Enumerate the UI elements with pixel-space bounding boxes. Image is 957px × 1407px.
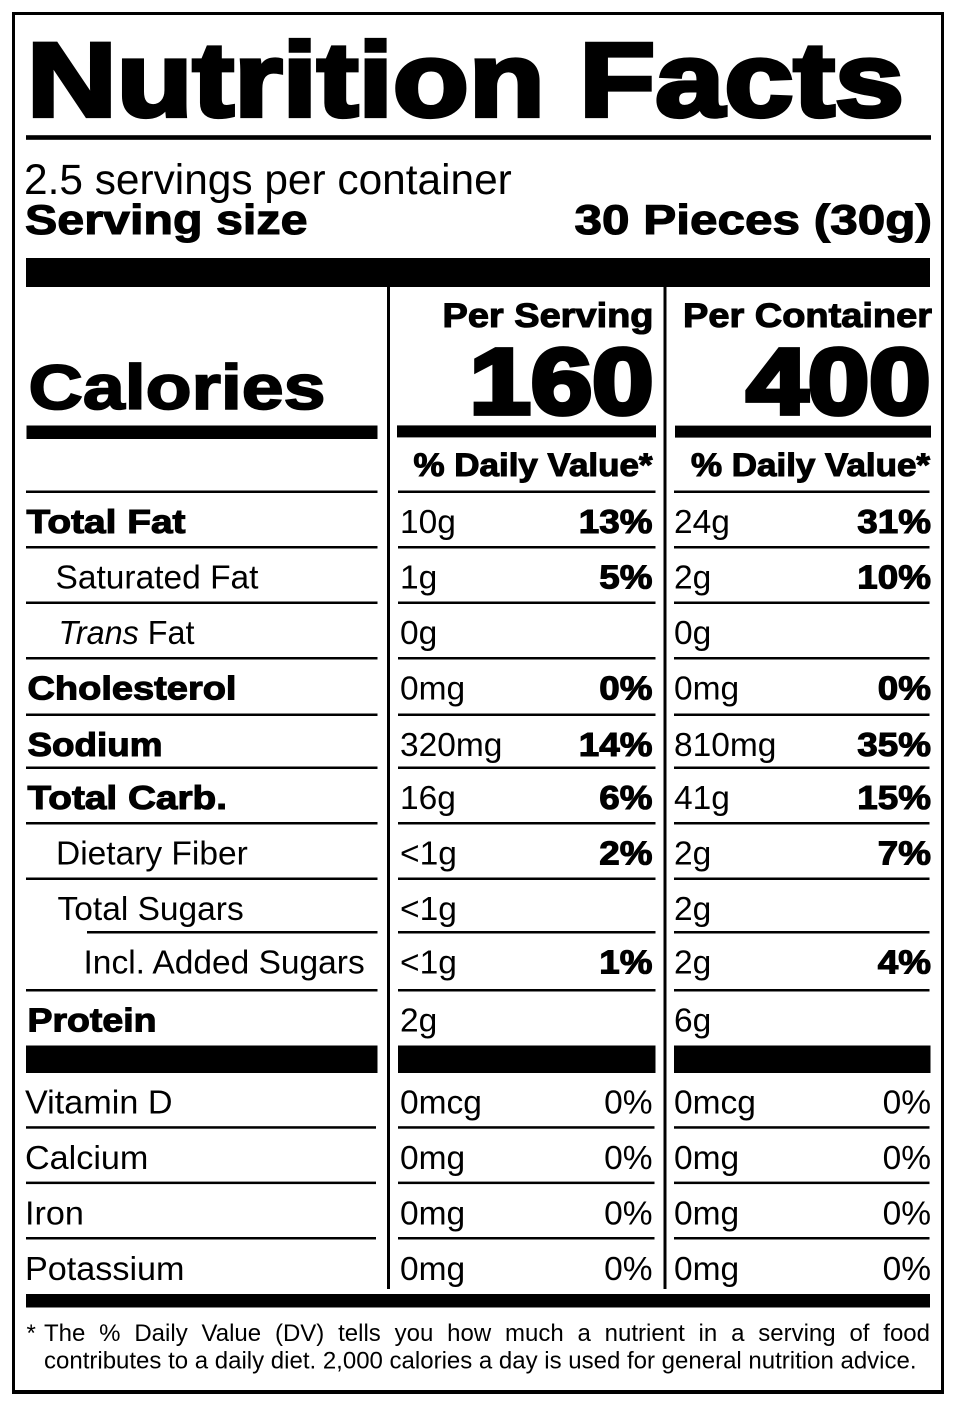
svg-text:<1g: <1g (400, 891, 457, 928)
svg-text:7%: 7% (878, 836, 931, 873)
svg-text:<1g: <1g (400, 945, 457, 982)
svg-text:5%: 5% (599, 560, 652, 597)
svg-text:24g: 24g (674, 504, 730, 541)
svg-text:320mg: 320mg (400, 727, 502, 764)
svg-text:15%: 15% (857, 780, 931, 817)
svg-text:10%: 10% (857, 560, 931, 597)
svg-text:0g: 0g (674, 615, 711, 652)
svg-text:Trans Fat: Trans Fat (59, 615, 196, 652)
svg-text:0%: 0% (604, 1085, 652, 1122)
svg-text:6g: 6g (674, 1003, 711, 1040)
svg-text:0%: 0% (883, 1196, 931, 1233)
svg-text:Incl. Added Sugars: Incl. Added Sugars (84, 945, 365, 982)
svg-text:0%: 0% (604, 1140, 652, 1177)
svg-text:400: 400 (747, 330, 931, 434)
svg-text:0%: 0% (599, 671, 652, 708)
svg-text:2.5 servings per container: 2.5 servings per container (24, 156, 512, 203)
svg-text:4%: 4% (878, 945, 931, 982)
svg-text:2g: 2g (674, 945, 711, 982)
svg-text:0%: 0% (604, 1251, 652, 1288)
svg-text:0%: 0% (883, 1251, 931, 1288)
svg-text:Nutrition Facts: Nutrition Facts (27, 22, 904, 139)
svg-text:13%: 13% (579, 504, 653, 541)
svg-text:41g: 41g (674, 780, 730, 817)
svg-text:6%: 6% (599, 780, 652, 817)
svg-text:0mg: 0mg (674, 1251, 739, 1288)
svg-text:Serving size: Serving size (25, 196, 308, 243)
svg-text:1g: 1g (400, 560, 437, 597)
svg-text:Dietary Fiber: Dietary Fiber (56, 836, 248, 873)
svg-text:10g: 10g (400, 504, 456, 541)
svg-text:0mg: 0mg (400, 1140, 465, 1177)
svg-text:0mg: 0mg (674, 1140, 739, 1177)
svg-text:% Daily Value*: % Daily Value* (691, 447, 931, 483)
svg-text:Vitamin D: Vitamin D (25, 1085, 173, 1122)
svg-text:Per Serving: Per Serving (443, 297, 654, 335)
svg-text:Saturated Fat: Saturated Fat (56, 560, 260, 597)
svg-text:Potassium: Potassium (25, 1251, 185, 1288)
svg-text:0mcg: 0mcg (400, 1085, 482, 1122)
svg-text:Iron: Iron (25, 1196, 84, 1233)
svg-text:2g: 2g (674, 891, 711, 928)
svg-text:810mg: 810mg (674, 727, 776, 764)
svg-text:Per Container: Per Container (683, 297, 932, 335)
svg-text:Calories: Calories (29, 353, 326, 423)
svg-text:31%: 31% (857, 504, 931, 541)
svg-text:Protein: Protein (28, 1003, 157, 1040)
svg-text:Cholesterol: Cholesterol (28, 671, 237, 708)
svg-text:0mg: 0mg (400, 671, 465, 708)
svg-text:0mg: 0mg (674, 671, 739, 708)
svg-text:0%: 0% (883, 1085, 931, 1122)
svg-text:0mg: 0mg (400, 1251, 465, 1288)
svg-text:<1g: <1g (400, 836, 457, 873)
svg-text:14%: 14% (579, 727, 653, 764)
svg-text:Sodium: Sodium (28, 727, 163, 764)
svg-text:16g: 16g (400, 780, 456, 817)
svg-text:35%: 35% (857, 727, 931, 764)
svg-text:0%: 0% (604, 1196, 652, 1233)
svg-text:0g: 0g (400, 615, 437, 652)
svg-text:1%: 1% (599, 945, 652, 982)
svg-text:2%: 2% (599, 836, 652, 873)
svg-text:0%: 0% (878, 671, 931, 708)
svg-text:0mg: 0mg (400, 1196, 465, 1233)
svg-text:The % Daily Value (DV) tells y: The % Daily Value (DV) tells you how muc… (44, 1320, 930, 1347)
svg-text:0%: 0% (883, 1140, 931, 1177)
svg-text:Calcium: Calcium (25, 1140, 148, 1177)
svg-text:0mg: 0mg (674, 1196, 739, 1233)
svg-text:2g: 2g (674, 560, 711, 597)
svg-text:160: 160 (470, 330, 654, 434)
svg-text:30 Pieces (30g): 30 Pieces (30g) (575, 196, 933, 243)
svg-text:% Daily Value*: % Daily Value* (414, 447, 654, 483)
svg-text:Total Fat: Total Fat (27, 504, 186, 541)
svg-text:*: * (27, 1320, 36, 1347)
svg-text:Total Sugars: Total Sugars (58, 891, 244, 928)
svg-text:0mcg: 0mcg (674, 1085, 756, 1122)
svg-text:2g: 2g (400, 1003, 437, 1040)
svg-text:contributes to a daily diet. 2: contributes to a daily diet. 2,000 calor… (44, 1348, 917, 1375)
svg-text:Total Carb.: Total Carb. (28, 780, 228, 817)
svg-text:2g: 2g (674, 836, 711, 873)
